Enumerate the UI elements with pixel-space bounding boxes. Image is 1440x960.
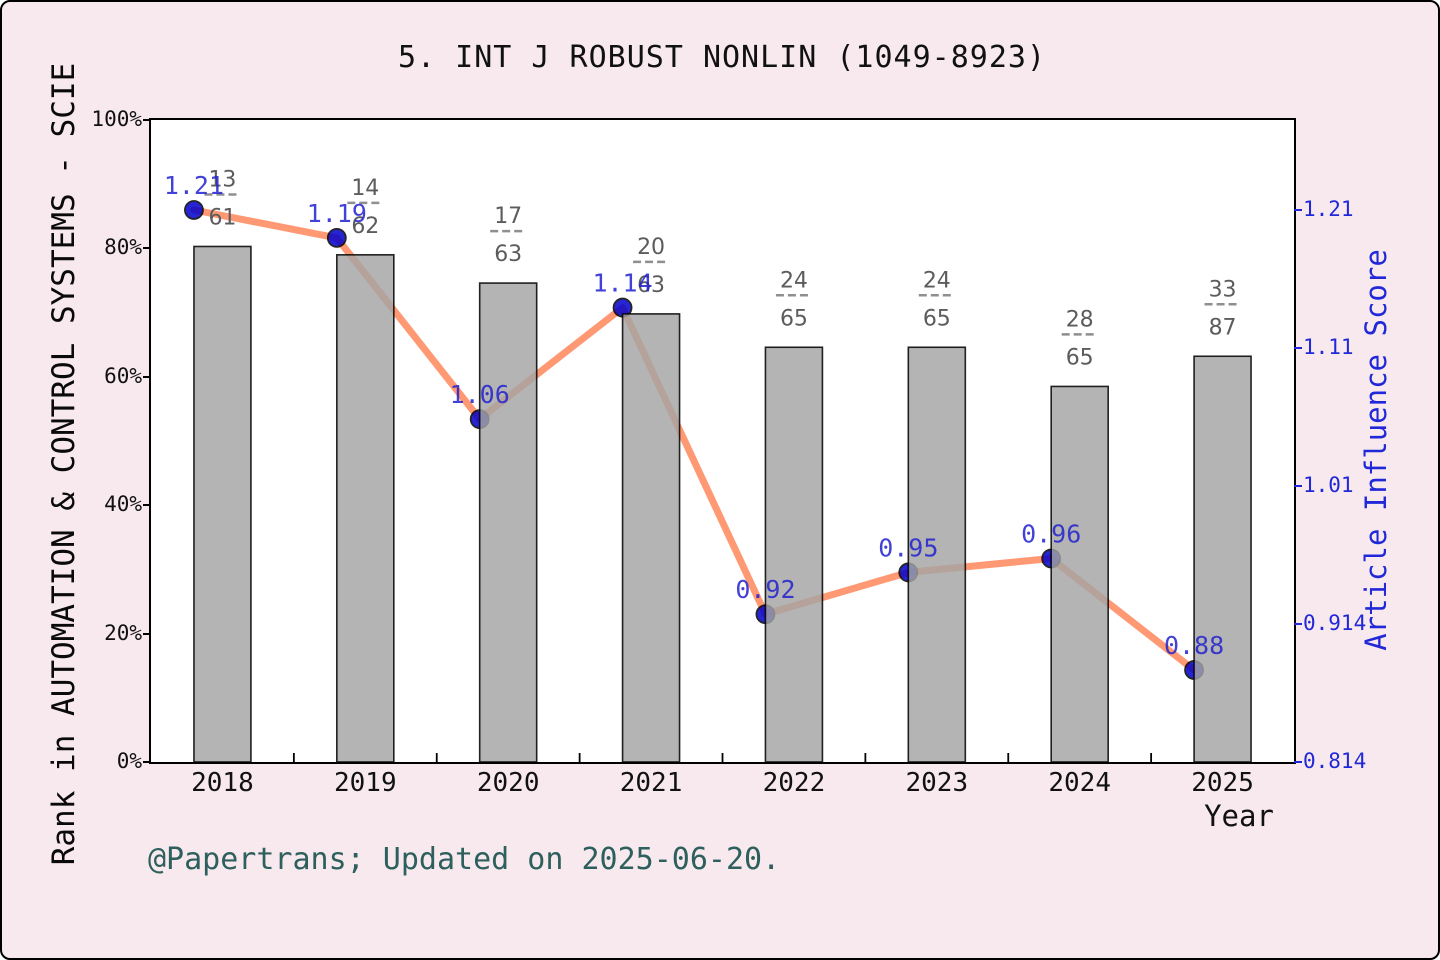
x-tick-label: 2023 bbox=[905, 768, 969, 798]
rank-denominator: 87 bbox=[1209, 315, 1237, 340]
y-tick-label-right: 1.11 bbox=[1303, 335, 1354, 359]
rank-numerator: 13 bbox=[208, 167, 236, 192]
line-value-label: 1.19 bbox=[307, 199, 367, 228]
rank-denominator: 62 bbox=[351, 214, 379, 239]
rank-bar bbox=[478, 282, 538, 763]
y-tick-label-right: 1.01 bbox=[1303, 473, 1354, 497]
y-tick-mark-left bbox=[143, 504, 151, 507]
y-tick-label-left: 100% bbox=[91, 107, 142, 131]
line-value-label: 1.06 bbox=[450, 380, 510, 409]
line-value-label: 0.92 bbox=[735, 575, 795, 604]
x-tick-label: 2021 bbox=[619, 768, 683, 798]
rank-bar bbox=[336, 254, 395, 763]
rank-denominator: 63 bbox=[494, 242, 522, 267]
data-point-marker bbox=[326, 227, 347, 248]
y-tick-label-left: 60% bbox=[104, 363, 142, 388]
y-tick-mark-right bbox=[1294, 347, 1302, 349]
x-tick-label: 2019 bbox=[334, 768, 397, 798]
y-tick-label-right: 0.914 bbox=[1303, 611, 1367, 635]
rank-numerator: 17 bbox=[494, 204, 522, 229]
line-value-label: 1.14 bbox=[592, 269, 652, 298]
y-tick-mark-left bbox=[143, 119, 151, 121]
rank-fraction-labels: 13 61 14 62 17 63 20 63 24 65 24 65 28 65 33 87 bbox=[204, 167, 1241, 370]
x-tick-label: 2025 bbox=[1191, 768, 1254, 798]
bar-series bbox=[193, 245, 1252, 763]
y-tick-mark-right bbox=[1294, 485, 1302, 487]
y-tick-mark-right bbox=[1294, 623, 1302, 625]
line-value-label: 0.96 bbox=[1021, 519, 1081, 548]
x-tick-label: 2020 bbox=[476, 768, 540, 798]
rank-bar bbox=[764, 346, 824, 763]
rank-numerator: 14 bbox=[351, 176, 379, 201]
y-tick-label-left: 0% bbox=[116, 749, 142, 773]
rank-bar bbox=[1050, 385, 1109, 763]
footer-note: @Papertrans; Updated on 2025-06-20. bbox=[148, 842, 781, 877]
rank-numerator: 33 bbox=[1209, 277, 1237, 302]
rank-bar bbox=[621, 313, 681, 763]
plot-area: 13 61 14 62 17 63 20 63 24 65 24 65 28 65 33 87 1.21 1.19… bbox=[151, 120, 1294, 763]
x-axis-label: Year bbox=[1204, 799, 1274, 833]
line-value-label: 0.88 bbox=[1164, 631, 1224, 660]
x-tick-label: 2024 bbox=[1048, 768, 1111, 798]
rank-bar bbox=[907, 346, 967, 763]
y-tick-mark-left bbox=[143, 375, 151, 378]
y-tick-mark-left bbox=[143, 632, 151, 635]
y-tick-label-left: 20% bbox=[104, 620, 142, 645]
line-value-label: 0.95 bbox=[878, 533, 938, 562]
rank-numerator: 24 bbox=[923, 268, 951, 293]
rank-bar bbox=[193, 245, 252, 763]
left-axis-label: Rank in AUTOMATION & CONTROL SYSTEMS - S… bbox=[46, 62, 82, 866]
line-value-label: 1.21 bbox=[164, 171, 224, 200]
data-point-marker bbox=[184, 200, 204, 220]
x-tick-label: 2018 bbox=[191, 768, 254, 798]
rank-denominator: 63 bbox=[637, 273, 665, 298]
y-tick-label-left: 40% bbox=[104, 492, 142, 517]
line-value-labels: 1.21 1.19 1.06 1.14 0.92 0.95 0.96 0.88 bbox=[164, 171, 1224, 660]
y-tick-label-right: 1.21 bbox=[1303, 197, 1354, 221]
y-tick-label-right: 0.814 bbox=[1303, 749, 1367, 773]
rank-denominator: 65 bbox=[780, 306, 808, 331]
rank-denominator: 65 bbox=[923, 306, 951, 331]
rank-numerator: 28 bbox=[1066, 307, 1094, 332]
y-tick-label-left: 80% bbox=[104, 235, 142, 260]
rank-denominator: 61 bbox=[208, 205, 236, 230]
y-tick-mark-left bbox=[143, 247, 151, 250]
rank-numerator: 24 bbox=[780, 268, 808, 293]
rank-denominator: 65 bbox=[1066, 345, 1094, 370]
plot-canvas: 13 61 14 62 17 63 20 63 24 65 24 65 28 65 33 87 1.21 1.19… bbox=[164, 167, 1252, 763]
y-tick-mark-right bbox=[1294, 761, 1302, 763]
x-tick-label: 2022 bbox=[762, 768, 826, 798]
chart-title: 5. INT J ROBUST NONLIN (1049-8923) bbox=[397, 40, 1047, 75]
right-axis-label: Article Influence Score bbox=[1359, 249, 1393, 651]
y-tick-mark-left bbox=[143, 761, 151, 763]
rank-bar bbox=[1193, 355, 1252, 763]
rank-numerator: 20 bbox=[637, 235, 665, 260]
y-tick-mark-right bbox=[1294, 209, 1302, 211]
